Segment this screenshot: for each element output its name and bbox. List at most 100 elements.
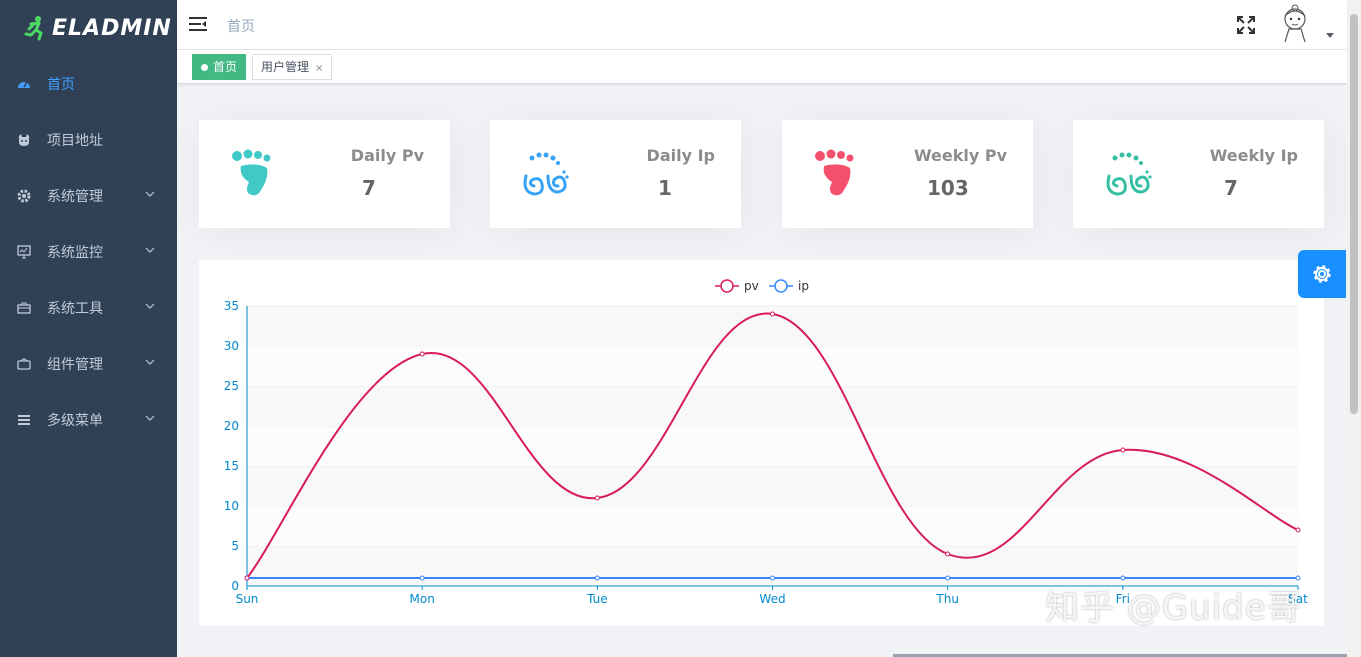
close-icon[interactable]: ×	[315, 63, 324, 74]
x-tick-label: Fri	[1116, 592, 1130, 606]
component-icon	[17, 357, 31, 371]
sidebar-item-5[interactable]: 组件管理	[0, 336, 177, 392]
tag-label: 首页	[213, 60, 238, 74]
tag-home[interactable]: 首页	[192, 54, 247, 80]
sidebar-item-label: 系统监控	[47, 245, 103, 261]
sidebar-item-6[interactable]: 多级菜单	[0, 392, 177, 448]
data-point-pv	[244, 575, 250, 581]
panel-weekly-pv[interactable]: Weekly Pv 103	[782, 120, 1033, 228]
sidebar-item-label: 系统管理	[47, 189, 103, 205]
sidebar-item-3[interactable]: 系统监控	[0, 224, 177, 280]
card-label: Weekly Pv	[913, 146, 1007, 165]
navbar: 首页	[177, 0, 1347, 50]
card-label: Daily Ip	[646, 146, 715, 165]
logo-text: ELADMIN	[52, 15, 172, 41]
runner-logo-icon	[24, 16, 43, 41]
data-point-ip	[770, 575, 775, 581]
sidebar-item-0[interactable]: 首页	[0, 56, 177, 112]
breadcrumb: 首页	[227, 19, 255, 35]
data-point-ip	[1120, 575, 1126, 581]
sidebar: ELADMIN 首页项目地址系统管理系统监控系统工具组件管理多级菜单	[0, 0, 177, 657]
y-tick-label: 0	[231, 579, 239, 593]
card-value: 7	[1224, 176, 1238, 200]
x-tick-label: Mon	[410, 592, 435, 606]
panel-daily-ip[interactable]: Daily Ip 1	[490, 120, 741, 228]
grid-band	[247, 386, 1298, 426]
panel-weekly-ip[interactable]: Weekly Ip 7	[1073, 120, 1324, 228]
card-value: 7	[362, 176, 376, 200]
y-tick-label: 20	[224, 419, 239, 433]
x-tick-label: Sat	[1288, 592, 1308, 606]
sidebar-item-label: 多级菜单	[47, 413, 103, 429]
card-value: 1	[658, 176, 672, 200]
divider	[893, 654, 1347, 657]
panel-daily-pv[interactable]: Daily Pv 7	[199, 120, 450, 228]
hamburger-icon[interactable]	[189, 16, 207, 32]
data-point-ip	[594, 575, 600, 581]
scrollbar[interactable]	[1347, 0, 1361, 657]
avatar[interactable]	[1277, 4, 1313, 44]
data-point-pv	[1120, 447, 1126, 453]
dashboard-icon	[17, 77, 31, 91]
sidebar-item-label: 组件管理	[47, 357, 103, 373]
sidebar-item-1[interactable]: 项目地址	[0, 112, 177, 168]
card-label: Daily Pv	[350, 146, 424, 165]
foot-red-icon	[815, 149, 854, 196]
card-value: 103	[927, 176, 969, 200]
grid-band	[247, 466, 1298, 506]
chevron-down-icon	[145, 303, 155, 309]
tag-label: 用户管理	[261, 60, 310, 74]
sidebar-item-label: 项目地址	[47, 133, 103, 149]
watermark: 知乎 @Guide哥	[1045, 588, 1302, 628]
x-tick-label: Thu	[935, 592, 959, 606]
y-tick-label: 35	[224, 299, 239, 313]
avatar-dropdown-caret-icon[interactable]	[1326, 33, 1334, 38]
y-tick-label: 30	[224, 339, 239, 353]
data-point-pv	[594, 495, 600, 501]
tags-view: 首页 用户管理 ×	[177, 50, 1347, 84]
gear-icon	[1313, 265, 1331, 283]
y-tick-label: 5	[231, 539, 239, 553]
fullscreen-icon[interactable]	[1237, 16, 1255, 34]
footprint-blue-icon	[523, 152, 569, 196]
logo[interactable]: ELADMIN	[0, 0, 177, 56]
y-tick-label: 10	[224, 499, 239, 513]
x-tick-label: Tue	[586, 592, 608, 606]
data-point-ip	[945, 575, 951, 581]
footprint-green-icon	[1106, 152, 1152, 196]
data-point-ip	[1295, 575, 1301, 581]
settings-button[interactable]	[1298, 250, 1346, 298]
monitor-icon	[17, 245, 31, 259]
legend-label: ip	[798, 279, 809, 293]
chart-panel: 0 5 10 15 20 25 30 35 Sun Mon Tue Wed Thu Fri Sat pv ip	[199, 260, 1324, 626]
chevron-down-icon	[145, 415, 155, 421]
line-chart: 0 5 10 15 20 25 30 35 Sun Mon Tue Wed Thu Fri Sat pv ip	[224, 279, 1308, 606]
foot-teal-icon	[232, 149, 271, 196]
legend-marker	[720, 279, 734, 293]
x-tick-label: Wed	[759, 592, 785, 606]
menu-icon	[17, 413, 31, 427]
legend-marker	[774, 279, 788, 293]
data-point-ip	[419, 575, 425, 581]
data-point-pv	[945, 551, 951, 557]
grid-band	[247, 506, 1298, 546]
tag-user-management[interactable]: 用户管理 ×	[252, 54, 333, 80]
github-icon	[17, 133, 31, 147]
y-tick-label: 25	[224, 379, 239, 393]
chevron-down-icon	[145, 191, 155, 197]
x-tick-label: Sun	[236, 592, 259, 606]
y-tick-label: 15	[224, 459, 239, 473]
chevron-down-icon	[145, 247, 155, 253]
sidebar-item-2[interactable]: 系统管理	[0, 168, 177, 224]
data-point-pv	[770, 311, 775, 317]
card-label: Weekly Ip	[1209, 146, 1298, 165]
scrollbar-thumb[interactable]	[1350, 14, 1358, 414]
sidebar-menu: 首页项目地址系统管理系统监控系统工具组件管理多级菜单	[0, 56, 177, 448]
grid-band	[247, 346, 1298, 386]
data-point-pv	[419, 351, 425, 357]
toolbox-icon	[17, 301, 31, 315]
sidebar-item-label: 系统工具	[47, 301, 103, 317]
sidebar-item-4[interactable]: 系统工具	[0, 280, 177, 336]
active-dot-icon	[201, 64, 208, 71]
data-point-pv	[1295, 527, 1301, 533]
